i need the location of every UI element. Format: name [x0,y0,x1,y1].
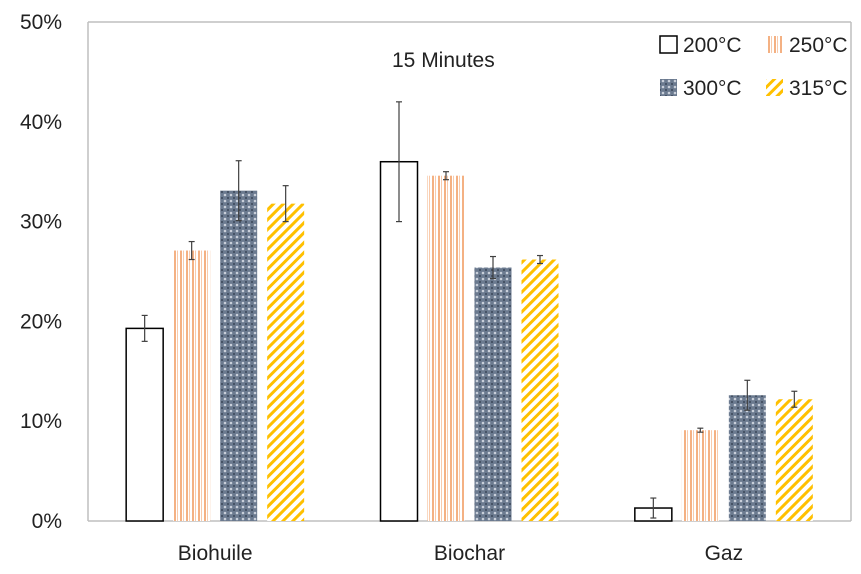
legend: 200°C 250°C 300°C 315°C [659,34,848,100]
bar-vertical-stripes [681,430,719,521]
legend-label: 300°C [683,77,742,100]
bar-vertical-stripes [173,250,211,522]
legend-item: 250°C [766,34,848,57]
legend-swatch-vertical-stripes [766,36,783,53]
chart-annotation: 15 Minutes [392,49,495,72]
bars-group [125,160,813,522]
legend-label: 315°C [789,77,848,100]
x-category-label: Gaz [705,542,744,565]
legend-item: 300°C [660,77,742,100]
legend-swatch-diagonal-stripes [766,79,783,96]
legend-label: 250°C [789,34,848,57]
error-bars-group [141,101,798,519]
error-bar [188,240,195,261]
bar-diagonal-stripes [521,259,559,521]
legend-label: 200°C [683,34,742,57]
error-bar [443,171,449,181]
error-bar [537,254,543,265]
error-bar [490,255,496,280]
bar-empty [125,327,164,522]
y-axis-ticks: 0% 10% 20% 30% 40% 50% [20,11,62,533]
bar-vertical-stripes [427,175,465,521]
y-tick-label: 50% [20,11,62,34]
error-bar [235,160,242,222]
legend-swatch-empty [659,35,678,54]
error-bar [744,379,751,411]
y-tick-label: 30% [20,211,62,234]
x-category-label: Biohuile [178,542,253,565]
error-bar [282,185,289,223]
x-category-label: Biochar [434,542,505,565]
bar-dotted-grid [728,395,766,521]
bar-dotted-grid [474,267,512,521]
bar-diagonal-stripes [267,203,305,522]
y-tick-label: 10% [20,410,62,433]
x-axis-labels: Biohuile Biochar Gaz [178,542,743,565]
error-bar [697,427,704,433]
y-tick-label: 20% [20,310,62,333]
y-tick-label: 40% [20,111,62,134]
bar-dotted-grid [220,190,258,522]
y-tick-label: 0% [32,510,62,533]
legend-swatch-dotted-grid [660,79,677,96]
error-bar [396,101,402,223]
error-bar [791,390,798,408]
error-bar [650,497,657,519]
legend-item: 315°C [766,77,848,100]
legend-item: 200°C [659,34,742,57]
bar-diagonal-stripes [775,399,813,521]
error-bar [141,314,148,342]
